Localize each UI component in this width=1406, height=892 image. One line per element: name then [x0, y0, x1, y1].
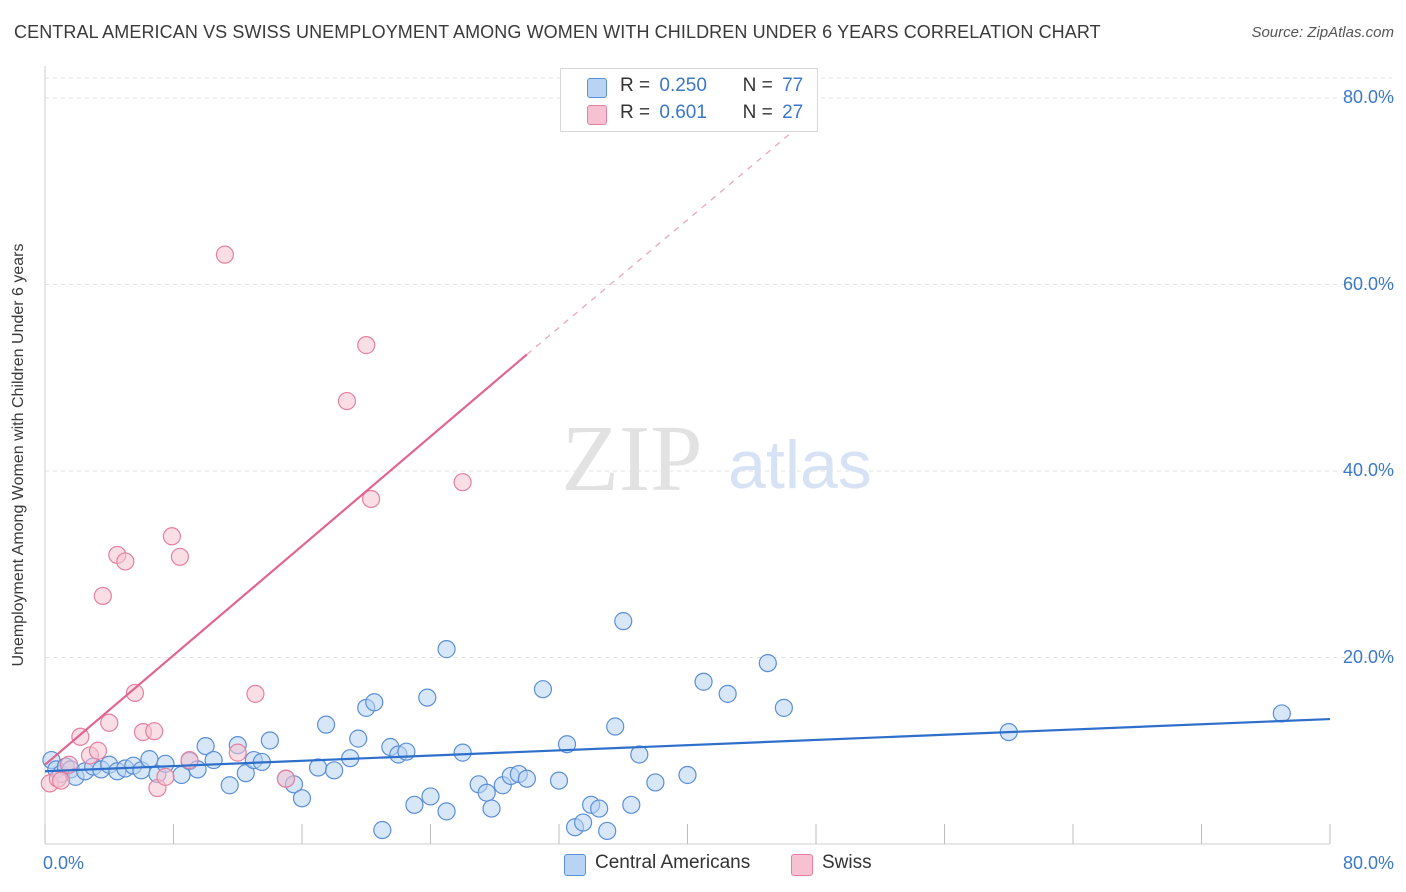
central-americans-point [517, 769, 536, 788]
legend-n-value: 27 [782, 102, 804, 123]
central-americans-point [421, 787, 440, 806]
central-americans-point [220, 776, 239, 795]
legend-r-label: R = [620, 102, 651, 123]
central-americans-point [437, 640, 456, 659]
swiss-point [59, 755, 79, 774]
swiss-point [116, 552, 135, 571]
swiss-point [361, 489, 381, 509]
central-americans-point [614, 612, 633, 631]
central-americans-point [598, 821, 617, 841]
bottom-legend-swatch-pink [791, 854, 813, 876]
central-americans-point [316, 715, 336, 734]
central-americans-point [678, 765, 697, 785]
central-americans-point [758, 653, 777, 673]
swiss-point [337, 391, 357, 411]
central-americans-trend-line [44, 717, 1331, 773]
swiss-point [145, 722, 164, 741]
swiss-point [93, 586, 112, 606]
swiss-point [88, 741, 108, 760]
legend-n-label: N = [742, 75, 773, 96]
central-americans-point [140, 750, 159, 769]
y-tick-label: 40.0% [1342, 460, 1394, 480]
y-tick-label: 20.0% [1342, 646, 1394, 667]
swiss-point [125, 683, 145, 703]
x-tick-label-max: 80.0% [1342, 853, 1394, 873]
central-americans-point [292, 789, 312, 808]
central-americans-point [1272, 704, 1291, 723]
swiss-point [357, 336, 376, 355]
legend-r-label: R = [620, 75, 651, 96]
central-americans-point [453, 743, 472, 762]
central-americans-point [606, 717, 625, 736]
legend-r-value: 0.250 [659, 75, 707, 96]
central-americans-point [204, 750, 223, 770]
bottom-legend-label: Central Americans [595, 852, 751, 873]
swiss-points [40, 245, 472, 798]
correlation-legend: R = 0.250 N = 77 R = 0.601 N = 27 [560, 68, 818, 132]
swiss-point [100, 713, 119, 732]
swiss-trend-line [44, 353, 528, 766]
central-americans-point [308, 758, 328, 777]
central-americans-point [549, 771, 569, 790]
central-americans-point [236, 764, 255, 783]
legend-n-value: 77 [782, 75, 804, 96]
central-americans-point [418, 688, 437, 707]
source-note: Source: ZipAtlas.com [1251, 24, 1394, 41]
central-americans-point [373, 820, 392, 840]
central-americans-point [533, 680, 553, 699]
central-americans-point [405, 795, 424, 814]
central-americans-point [622, 795, 641, 814]
central-americans-point [774, 698, 793, 717]
swiss-point [170, 547, 190, 566]
trend-lines [44, 111, 1331, 773]
swiss-point [453, 473, 472, 492]
swiss-point [51, 771, 71, 790]
central-americans-point [590, 799, 609, 818]
central-americans-point [349, 729, 368, 748]
central-americans-point [646, 773, 665, 792]
central-americans-point [718, 684, 737, 703]
y-tick-label: 60.0% [1342, 273, 1394, 294]
bottom-legend-label: Swiss [822, 852, 872, 873]
central-americans-point [557, 735, 577, 754]
central-americans-point [325, 761, 344, 780]
bottom-legend-swatch-blue [564, 854, 586, 876]
axes [44, 66, 1331, 845]
watermark-atlas: atlas [728, 427, 872, 503]
swiss-trend-extension [526, 111, 817, 355]
central-americans-point [477, 783, 496, 802]
swiss-point [162, 527, 181, 546]
central-americans-point [482, 799, 501, 818]
central-americans-points [42, 612, 1291, 841]
y-tick-label: 80.0% [1342, 87, 1394, 107]
chart-title: CENTRAL AMERICAN VS SWISS UNEMPLOYMENT A… [14, 22, 1101, 42]
swiss-point [228, 743, 247, 762]
x-tick-label-min: 0.0% [43, 853, 85, 873]
central-americans-point [573, 813, 593, 832]
swiss-point [156, 767, 175, 786]
legend-swatch-blue [587, 78, 607, 98]
central-americans-point [437, 802, 456, 821]
swiss-point [215, 245, 234, 264]
swiss-point [71, 727, 90, 746]
central-americans-point [630, 745, 649, 764]
legend-n-label: N = [742, 102, 773, 123]
central-americans-point [365, 693, 384, 712]
swiss-point [276, 769, 296, 788]
swiss-point [246, 684, 265, 703]
grid-lines [45, 77, 1392, 658]
legend-swatch-pink [587, 105, 607, 125]
legend-r-value: 0.601 [659, 102, 707, 123]
central-americans-point [694, 672, 713, 691]
central-americans-point [260, 731, 279, 750]
y-axis-label: Unemployment Among Women with Children U… [10, 243, 27, 667]
central-americans-point [196, 736, 215, 756]
watermark-zip: ZIP [562, 407, 703, 511]
watermark: ZIP atlas [562, 407, 872, 511]
